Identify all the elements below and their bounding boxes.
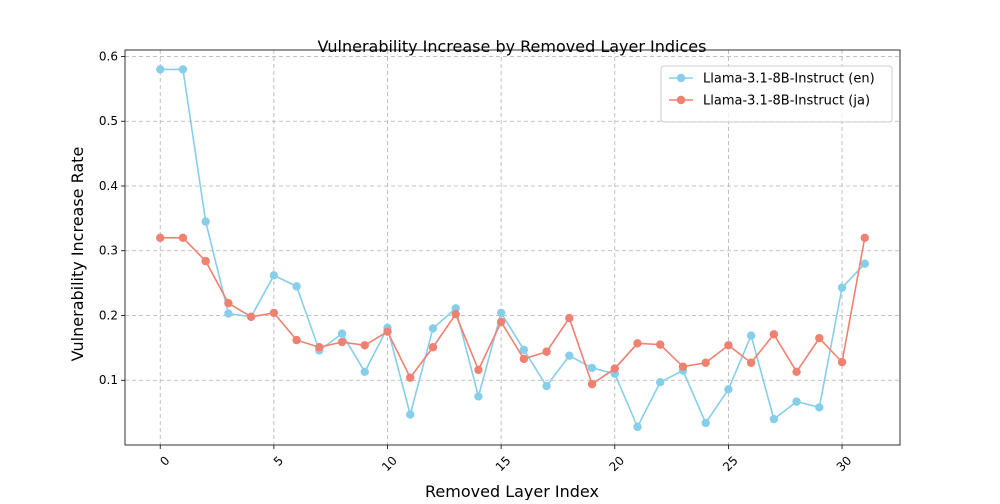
data-point: [815, 403, 824, 412]
series-1: [156, 233, 869, 389]
data-point: [224, 298, 233, 308]
data-point: [428, 343, 438, 352]
data-point: [337, 329, 347, 338]
data-point: [269, 308, 279, 318]
tick-layer: 0 5 10 15 20 25 30 0.1 0.2 0.3 0.4 0.5 0.6: [99, 49, 854, 474]
data-point: [678, 362, 688, 371]
legend: Llama-3.1-8B-Instruct (en) Llama-3.1-8B-I…: [660, 65, 893, 123]
data-point: [656, 377, 665, 387]
series-line: [160, 68, 866, 429]
data-point: [565, 313, 574, 323]
data-point: [746, 358, 756, 367]
data-point: [769, 414, 779, 424]
data-point: [406, 373, 415, 382]
x-axis-label: Removed Layer Index: [425, 482, 599, 500]
data-point: [610, 364, 619, 373]
data-point: [474, 365, 483, 375]
data-point: [156, 233, 165, 242]
data-point: [201, 256, 210, 266]
data-point: [860, 233, 869, 242]
chart-title: Vulnerability Increase by Removed Layer …: [318, 37, 707, 56]
data-point: [178, 233, 188, 242]
data-point: [337, 337, 347, 347]
data-point: [519, 354, 529, 364]
data-point: [701, 418, 710, 428]
legend-label: Llama-3.1-8B-Instruct (en): [703, 72, 875, 87]
legend-label: Llama-3.1-8B-Instruct (ja): [703, 94, 870, 109]
data-point: [587, 379, 597, 389]
data-point: [246, 312, 256, 321]
data-point: [837, 357, 847, 367]
y-tick-label: 0.4: [99, 179, 118, 193]
data-point: [428, 324, 438, 333]
legend-box: [660, 65, 893, 123]
data-point: [269, 271, 279, 280]
y-tick-label: 0.3: [99, 244, 118, 258]
x-tick-label: 15: [493, 453, 514, 474]
data-point: [201, 217, 210, 226]
data-point: [633, 339, 642, 348]
series-layer: [156, 65, 869, 432]
data-point: [769, 330, 779, 339]
series-line: [160, 236, 866, 386]
x-tick-label: 25: [720, 453, 741, 474]
data-point: [496, 308, 506, 318]
data-point: [360, 367, 369, 377]
data-point: [383, 327, 392, 336]
plot-frame: [124, 49, 901, 446]
data-point: [292, 335, 301, 345]
y-tick-label: 0.1: [99, 373, 118, 387]
data-point: [542, 347, 551, 356]
data-point: [656, 340, 665, 349]
data-point: [451, 309, 460, 319]
data-point: [860, 259, 869, 268]
data-point: [792, 367, 801, 377]
data-point: [224, 309, 233, 318]
data-point: [837, 283, 847, 292]
x-tick-label: 0: [157, 453, 172, 468]
x-tick-label: 20: [606, 453, 627, 474]
data-point: [156, 65, 165, 74]
data-point: [724, 341, 733, 350]
data-point: [474, 392, 483, 401]
y-tick-label: 0.6: [99, 49, 118, 63]
legend-marker: [676, 73, 686, 83]
data-point: [815, 333, 824, 343]
series-0: [156, 65, 869, 432]
data-point: [724, 385, 733, 394]
data-point: [792, 397, 801, 406]
x-tick-label: 5: [271, 453, 286, 468]
data-point: [178, 65, 188, 74]
data-point: [633, 422, 642, 432]
y-tick-label: 0.2: [99, 308, 118, 322]
data-point: [292, 282, 301, 291]
data-point: [315, 343, 324, 352]
data-point: [542, 381, 551, 391]
data-point: [519, 345, 529, 355]
x-tick-label: 10: [379, 453, 400, 474]
data-point: [406, 410, 415, 419]
data-point: [587, 363, 597, 373]
data-point: [701, 358, 710, 367]
data-point: [451, 304, 460, 313]
data-point: [565, 351, 574, 360]
y-axis-label: Vulnerability Increase Rate: [68, 147, 87, 362]
y-tick-label: 0.5: [99, 114, 118, 128]
data-point: [360, 341, 369, 350]
x-tick-label: 30: [834, 453, 855, 474]
data-point: [496, 317, 506, 327]
legend-marker: [676, 95, 686, 105]
data-point: [746, 331, 756, 340]
